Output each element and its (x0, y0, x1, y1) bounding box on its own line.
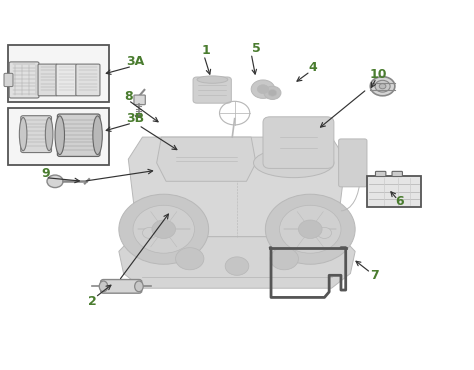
FancyBboxPatch shape (338, 139, 367, 187)
Circle shape (280, 205, 341, 253)
Circle shape (225, 257, 249, 275)
FancyBboxPatch shape (9, 62, 39, 98)
FancyBboxPatch shape (367, 176, 421, 207)
Circle shape (143, 228, 156, 238)
FancyBboxPatch shape (76, 64, 100, 96)
Text: 5: 5 (252, 42, 260, 55)
Circle shape (375, 80, 390, 92)
Text: 1: 1 (202, 44, 210, 57)
Ellipse shape (135, 281, 143, 292)
Circle shape (47, 175, 63, 188)
FancyBboxPatch shape (392, 171, 402, 176)
Text: 7: 7 (370, 269, 378, 282)
FancyBboxPatch shape (100, 280, 142, 293)
Circle shape (264, 86, 281, 100)
Ellipse shape (197, 76, 228, 83)
Circle shape (268, 90, 277, 96)
Circle shape (257, 85, 269, 94)
Text: 4: 4 (308, 61, 317, 74)
Text: 9: 9 (41, 168, 50, 181)
FancyBboxPatch shape (4, 73, 13, 87)
FancyBboxPatch shape (38, 64, 57, 96)
Circle shape (133, 205, 194, 253)
Text: 2: 2 (89, 295, 97, 307)
Ellipse shape (254, 148, 334, 178)
FancyBboxPatch shape (375, 171, 386, 176)
Circle shape (175, 248, 204, 270)
Circle shape (299, 220, 322, 238)
Polygon shape (128, 137, 346, 236)
Circle shape (379, 84, 386, 89)
Circle shape (251, 80, 275, 98)
Ellipse shape (93, 116, 102, 155)
FancyBboxPatch shape (193, 77, 231, 103)
FancyBboxPatch shape (8, 45, 109, 102)
Ellipse shape (314, 221, 335, 245)
Circle shape (270, 248, 299, 270)
FancyBboxPatch shape (56, 64, 77, 96)
Ellipse shape (46, 118, 53, 151)
Circle shape (318, 228, 331, 238)
Ellipse shape (19, 118, 27, 151)
Ellipse shape (55, 116, 64, 155)
Text: 10: 10 (370, 68, 388, 81)
Polygon shape (156, 137, 256, 181)
Ellipse shape (139, 221, 160, 245)
FancyBboxPatch shape (21, 116, 52, 152)
FancyBboxPatch shape (134, 95, 146, 105)
Text: 6: 6 (396, 195, 404, 208)
Text: 3A: 3A (126, 55, 145, 68)
Text: 8: 8 (124, 90, 133, 103)
Ellipse shape (99, 281, 108, 292)
FancyBboxPatch shape (57, 114, 100, 157)
Polygon shape (119, 236, 355, 288)
FancyBboxPatch shape (8, 108, 109, 165)
Circle shape (370, 77, 395, 96)
FancyBboxPatch shape (263, 117, 334, 168)
Circle shape (152, 220, 175, 238)
Circle shape (265, 194, 355, 264)
Circle shape (119, 194, 209, 264)
Text: 3B: 3B (127, 112, 145, 125)
